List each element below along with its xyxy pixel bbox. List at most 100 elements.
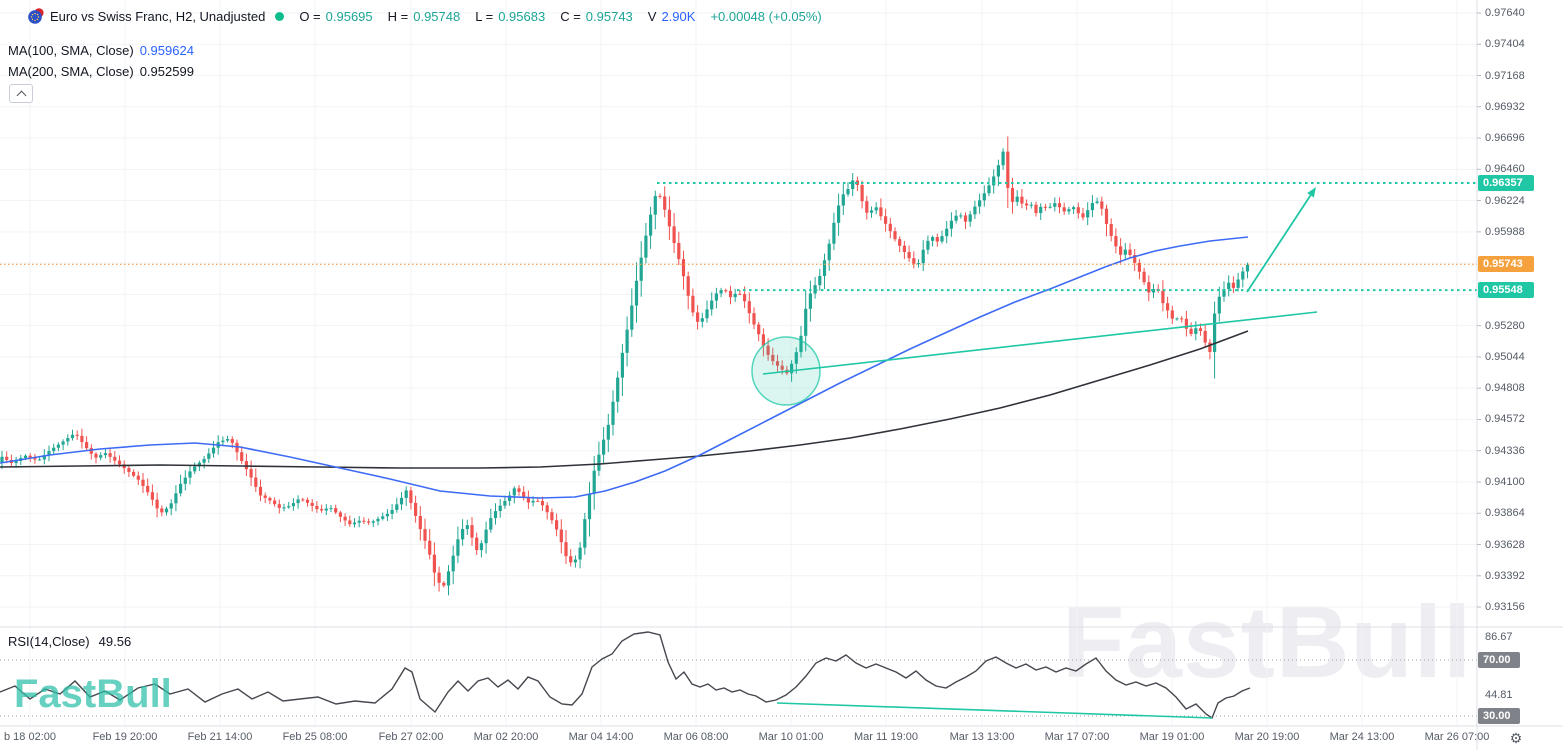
candle-body: [616, 377, 620, 402]
candle-body: [705, 309, 709, 319]
candle-body: [536, 500, 540, 502]
candle-body: [155, 499, 159, 509]
rsi-legend[interactable]: RSI(14,Close) 49.56: [8, 634, 131, 649]
candle-body: [503, 500, 507, 506]
candle-body: [935, 237, 939, 242]
candle-body: [921, 249, 925, 264]
candle-body: [1062, 207, 1066, 212]
collapse-legend-button[interactable]: [9, 84, 33, 103]
candle-body: [273, 500, 277, 505]
time-label: Mar 17 07:00: [1044, 731, 1110, 743]
candle-body: [869, 210, 874, 213]
candle-body: [747, 301, 751, 314]
candle-body: [479, 543, 483, 551]
symbol-title[interactable]: Euro vs Swiss Franc, H2, Unadjusted: [50, 8, 266, 24]
volume-value: 2.90K: [661, 8, 696, 24]
time-label: Mar 04 14:00: [568, 731, 634, 743]
candle-body: [226, 439, 230, 441]
symbol-legend[interactable]: Euro vs Swiss Franc, H2, Unadjusted O = 0…: [28, 8, 822, 24]
time-label: Mar 19 01:00: [1139, 731, 1205, 743]
candle-body: [47, 451, 51, 456]
candle-body: [710, 300, 714, 310]
high-label: H =: [387, 8, 409, 24]
candle-body: [508, 495, 512, 501]
high-value: 0.95748: [413, 8, 461, 24]
time-label: Mar 20 19:00: [1234, 731, 1300, 743]
price-tick: 0.97640: [1485, 6, 1525, 19]
candle-body: [799, 335, 803, 353]
candle-body: [1081, 213, 1085, 218]
candle-body: [630, 305, 634, 330]
candle-body: [1025, 203, 1029, 206]
candle-body: [282, 507, 286, 509]
candle-body: [945, 228, 949, 237]
candle-body: [428, 540, 432, 555]
candle-body: [963, 215, 968, 222]
candle-body: [66, 438, 70, 442]
trendline[interactable]: [762, 311, 1318, 375]
candle-body: [277, 504, 281, 508]
candle-body: [324, 508, 328, 511]
candle-body: [1020, 196, 1024, 204]
candle-body: [526, 497, 530, 503]
price-tick: 0.93156: [1485, 601, 1525, 614]
candle-body: [992, 176, 996, 186]
candle-body: [1067, 209, 1071, 212]
arrow-line[interactable]: [1246, 194, 1312, 293]
chevron-up-icon: [16, 90, 26, 100]
candle-body: [338, 512, 342, 517]
price-tick: 0.93392: [1485, 569, 1525, 582]
ma100-legend[interactable]: MA(100, SMA, Close) 0.959624: [8, 43, 194, 58]
candle-body: [982, 193, 986, 201]
candle-body: [625, 329, 629, 353]
candle-body: [841, 194, 845, 206]
candle-body: [493, 511, 498, 519]
candle-body: [954, 215, 958, 221]
candle-body: [804, 308, 808, 336]
candle-body: [691, 295, 695, 313]
candle-body: [766, 345, 770, 355]
candle-body: [1161, 290, 1165, 304]
candle-body: [52, 447, 56, 452]
candle-body: [902, 245, 906, 252]
candle-body: [818, 275, 822, 286]
rsi-trendline[interactable]: [776, 702, 1213, 719]
close-label: C =: [560, 8, 581, 24]
candle-body: [113, 456, 117, 461]
candle-body: [489, 518, 493, 530]
candle-body: [1057, 203, 1062, 208]
candle-body: [672, 226, 676, 243]
candle-body: [1213, 313, 1217, 352]
ma100-value: 0.959624: [139, 43, 194, 58]
time-label: Feb 19 20:00: [92, 731, 158, 743]
candle-body: [179, 483, 183, 494]
price-badge-0.95743: 0.95743: [1478, 256, 1534, 273]
candle-body: [1072, 207, 1076, 210]
candle-body: [587, 493, 592, 520]
rsi-value: 49.56: [98, 634, 132, 649]
candle-body: [620, 352, 624, 378]
candle-body: [649, 214, 653, 236]
candle-body: [414, 502, 418, 516]
candle-body: [907, 251, 911, 259]
price-tick: 0.96460: [1485, 163, 1525, 176]
candle-body: [761, 334, 765, 346]
candle-body: [1189, 328, 1193, 334]
candle-body: [959, 215, 963, 217]
candle-body: [0, 456, 4, 463]
candle-body: [1208, 342, 1212, 352]
gear-icon[interactable]: ⚙: [1509, 729, 1523, 746]
ma200-legend[interactable]: MA(200, SMA, Close) 0.952599: [8, 64, 194, 79]
candle-body: [465, 525, 469, 530]
price-tick: 0.94808: [1485, 382, 1525, 395]
candle-body: [973, 206, 977, 215]
candle-body: [395, 504, 399, 510]
candle-body: [174, 493, 178, 504]
candle-body: [555, 520, 559, 530]
candle-body: [916, 263, 921, 265]
candle-body: [258, 486, 263, 496]
candle-body: [1194, 328, 1198, 334]
candle-body: [677, 242, 681, 260]
